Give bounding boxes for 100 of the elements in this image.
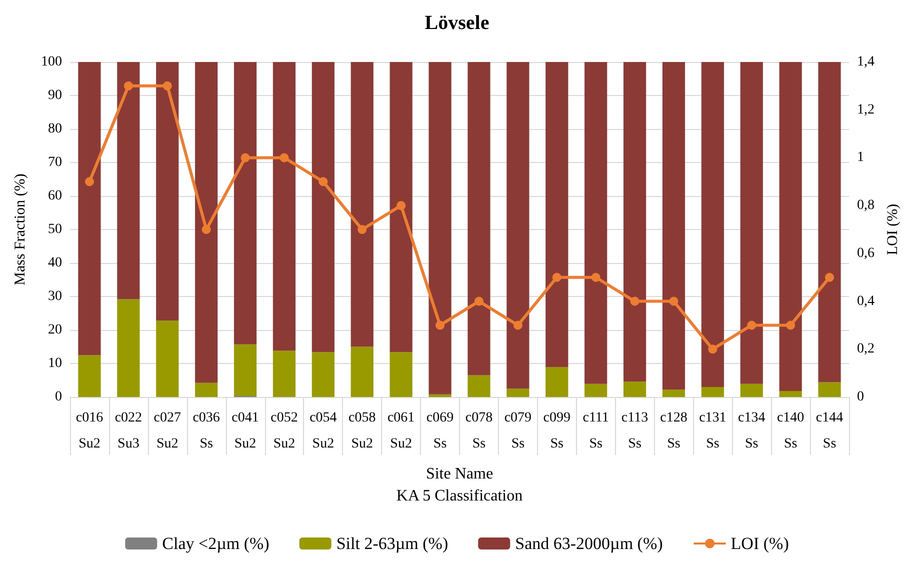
x-axis-title: Site Name KA 5 Classification <box>396 466 523 504</box>
bar <box>468 62 490 376</box>
y-tick-label: 20 <box>48 322 62 338</box>
point <box>84 177 94 186</box>
bar <box>390 62 412 352</box>
x-tick-label: c079 Ss <box>504 410 532 452</box>
x-tick-label: c058 Su2 <box>348 410 376 452</box>
legend-label: Silt 2-63µm (%) <box>336 534 448 553</box>
y-tick-label: 60 <box>48 188 62 204</box>
x-tick-label: c054 Su2 <box>310 410 337 452</box>
point <box>202 225 211 234</box>
bar <box>312 62 334 352</box>
legend-label: Clay <2µm (%) <box>162 534 270 553</box>
point <box>513 320 522 330</box>
bar <box>117 299 140 397</box>
y2-tick-label: 1,2 <box>857 102 874 118</box>
point <box>669 296 678 306</box>
bar <box>312 352 334 397</box>
bar <box>623 382 646 397</box>
y2-tick-label: 0,2 <box>857 342 874 357</box>
x-tick-label: c041 Su2 <box>232 410 259 452</box>
bar <box>779 390 802 397</box>
bar <box>701 62 724 387</box>
y2-axis-title: LOI (%) <box>884 204 901 256</box>
x-tick-label: c016 Su2 <box>76 410 104 452</box>
x-tick-label: c144 Ss <box>816 410 844 452</box>
bar <box>584 62 608 384</box>
x-tick-label: c036 Ss <box>192 410 220 452</box>
point <box>358 225 367 234</box>
bar <box>662 62 686 390</box>
bar <box>428 394 452 397</box>
y-tick-label: 90 <box>48 88 62 103</box>
point <box>474 296 484 306</box>
point <box>591 272 600 282</box>
y-tick-label: 0 <box>55 390 62 404</box>
y2-tick-label: 0 <box>857 390 864 404</box>
y-tick-label: 40 <box>48 256 62 270</box>
bar <box>740 62 763 384</box>
legend-label: LOI (%) <box>730 534 789 553</box>
y-tick-label: 80 <box>48 122 62 136</box>
bar <box>546 367 568 397</box>
point <box>280 153 289 162</box>
bar <box>506 388 530 397</box>
bar <box>818 62 841 382</box>
y2-tick-label: 0,6 <box>857 246 874 261</box>
x-tick-label: c113 Ss <box>621 410 648 452</box>
point <box>124 81 133 90</box>
point <box>552 272 562 282</box>
point <box>240 153 250 162</box>
y-tick-label: 30 <box>48 289 62 304</box>
bar <box>156 320 179 397</box>
bar <box>701 386 724 397</box>
bar <box>390 352 412 397</box>
x-tick-label: c134 Ss <box>738 410 766 452</box>
bar <box>195 382 218 397</box>
bar <box>506 62 530 389</box>
point <box>630 296 640 306</box>
bar <box>234 62 257 344</box>
x-tick-label: c128 Ss <box>660 410 688 452</box>
point <box>747 320 756 330</box>
x-tick-label: c061 Su2 <box>387 410 415 452</box>
bar <box>272 350 296 397</box>
bar <box>117 62 140 300</box>
x-tick-label: c078 Ss <box>465 410 493 452</box>
bar <box>584 384 608 397</box>
x-tick-label: c099 Ss <box>543 410 570 452</box>
bar <box>272 62 296 351</box>
y2-tick-label: 0,4 <box>857 294 874 309</box>
point <box>825 272 834 282</box>
bar <box>740 384 763 397</box>
bar <box>662 390 686 397</box>
x-tick-label: c022 Su3 <box>114 410 142 452</box>
y2-tick-label: 1,4 <box>857 54 874 70</box>
y2-tick-label: 0,8 <box>857 198 874 214</box>
point <box>396 201 406 210</box>
x-tick-label: c069 Ss <box>426 410 454 452</box>
point <box>708 344 718 354</box>
point <box>318 177 328 186</box>
y-axis-title: Mass Fraction (%) <box>12 174 28 286</box>
x-tick-label: c131 Ss <box>699 410 726 452</box>
bar <box>234 344 257 396</box>
point <box>162 81 172 90</box>
y-tick-label: 10 <box>48 356 62 371</box>
bar <box>468 375 490 397</box>
legend-label: Sand 63-2000µm (%) <box>515 534 663 553</box>
x-tick-label: c052 Su2 <box>270 410 298 452</box>
bar <box>78 62 101 356</box>
y-tick-label: 70 <box>48 155 62 170</box>
bar <box>78 355 101 397</box>
x-tick-label: c111 Ss <box>582 410 609 452</box>
bar <box>350 62 374 347</box>
bar <box>350 346 374 397</box>
bar <box>818 382 841 397</box>
bar <box>428 62 452 394</box>
bar <box>779 62 802 391</box>
chart-title: Lövsele <box>424 12 490 34</box>
bar <box>546 62 568 368</box>
y-tick-label: 50 <box>48 222 62 237</box>
x-tick-label: c027 Su2 <box>154 410 181 452</box>
y-tick-label: 100 <box>41 54 62 70</box>
